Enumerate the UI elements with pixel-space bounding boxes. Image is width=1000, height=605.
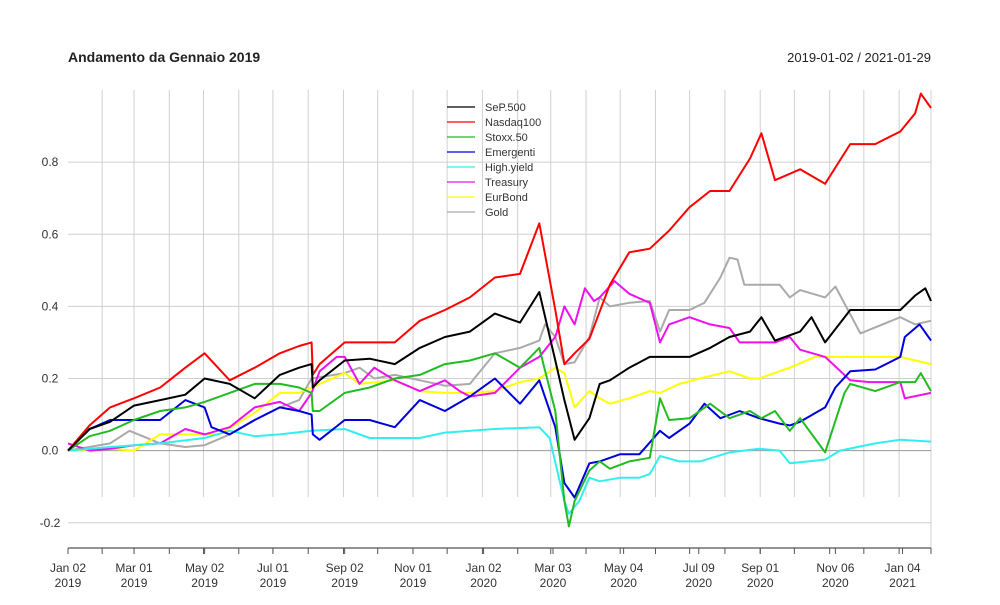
series-lines bbox=[67, 92, 932, 528]
legend-label: Nasdaq100 bbox=[485, 117, 541, 129]
x-tick-label-year: 2019 bbox=[260, 576, 287, 590]
x-tick-label-date: Jul 01 bbox=[257, 561, 289, 575]
y-axis: -0.2 0.0 0.2 0.4 0.6 0.8 bbox=[40, 155, 61, 530]
series-line-emergenti bbox=[67, 323, 932, 499]
y-tick-label: 0.6 bbox=[42, 227, 59, 241]
grid bbox=[68, 90, 932, 548]
y-tick-label: 0.2 bbox=[42, 372, 59, 386]
x-tick-label-year: 2019 bbox=[55, 576, 82, 590]
x-tick-label-year: 2020 bbox=[610, 576, 637, 590]
legend: SeP.500 Nasdaq100 Stoxx.50 Emergenti High.yi… bbox=[447, 102, 541, 219]
series-line-stoxx-50 bbox=[67, 346, 932, 528]
chart-title: Andamento da Gennaio 2019 bbox=[68, 49, 260, 65]
x-tick-label-date: Mar 03 bbox=[534, 561, 572, 575]
x-tick-label-year: 2020 bbox=[747, 576, 774, 590]
legend-label: Gold bbox=[485, 207, 508, 219]
y-tick-label: 0.8 bbox=[42, 155, 59, 169]
series-line-nasdaq100 bbox=[67, 92, 932, 452]
series-line-treasury bbox=[67, 280, 932, 452]
x-tick-label-year: 2021 bbox=[889, 576, 916, 590]
x-tick-label-date: Jan 04 bbox=[885, 561, 921, 575]
series-line-sep-500 bbox=[67, 287, 932, 452]
x-tick-label-year: 2019 bbox=[191, 576, 218, 590]
x-tick-label-date: May 04 bbox=[604, 561, 644, 575]
y-tick-label: 0.0 bbox=[42, 444, 59, 458]
x-tick-label-date: May 02 bbox=[185, 561, 225, 575]
y-tick-label: -0.2 bbox=[40, 516, 61, 530]
legend-label: High.yield bbox=[485, 162, 533, 174]
y-tick-label: 0.4 bbox=[42, 299, 59, 313]
x-tick-label-year: 2020 bbox=[822, 576, 849, 590]
x-tick-label-year: 2020 bbox=[685, 576, 712, 590]
x-tick-label-date: Nov 01 bbox=[394, 561, 432, 575]
series-line-high-yield bbox=[67, 426, 932, 515]
series-line-eurbond bbox=[67, 355, 932, 452]
legend-label: Treasury bbox=[485, 177, 528, 189]
x-tick-label-date: Sep 02 bbox=[326, 561, 364, 575]
legend-label: EurBond bbox=[485, 192, 528, 204]
x-tick-label-date: Nov 06 bbox=[816, 561, 854, 575]
legend-label: SeP.500 bbox=[485, 102, 526, 114]
x-tick-label-date: Jul 09 bbox=[683, 561, 715, 575]
date-range-label: 2019-01-02 / 2021-01-29 bbox=[787, 50, 931, 65]
x-tick-label-year: 2019 bbox=[121, 576, 148, 590]
x-tick-label-date: Mar 01 bbox=[115, 561, 153, 575]
x-tick-label-year: 2019 bbox=[400, 576, 427, 590]
x-tick-label-year: 2020 bbox=[470, 576, 497, 590]
x-tick-label-year: 2019 bbox=[331, 576, 358, 590]
legend-label: Stoxx.50 bbox=[485, 132, 528, 144]
legend-label: Emergenti bbox=[485, 147, 535, 159]
x-tick-label-date: Jan 02 bbox=[466, 561, 502, 575]
x-tick-label-date: Jan 02 bbox=[50, 561, 86, 575]
x-tick-label-date: Sep 01 bbox=[741, 561, 779, 575]
x-tick-label-year: 2020 bbox=[540, 576, 567, 590]
